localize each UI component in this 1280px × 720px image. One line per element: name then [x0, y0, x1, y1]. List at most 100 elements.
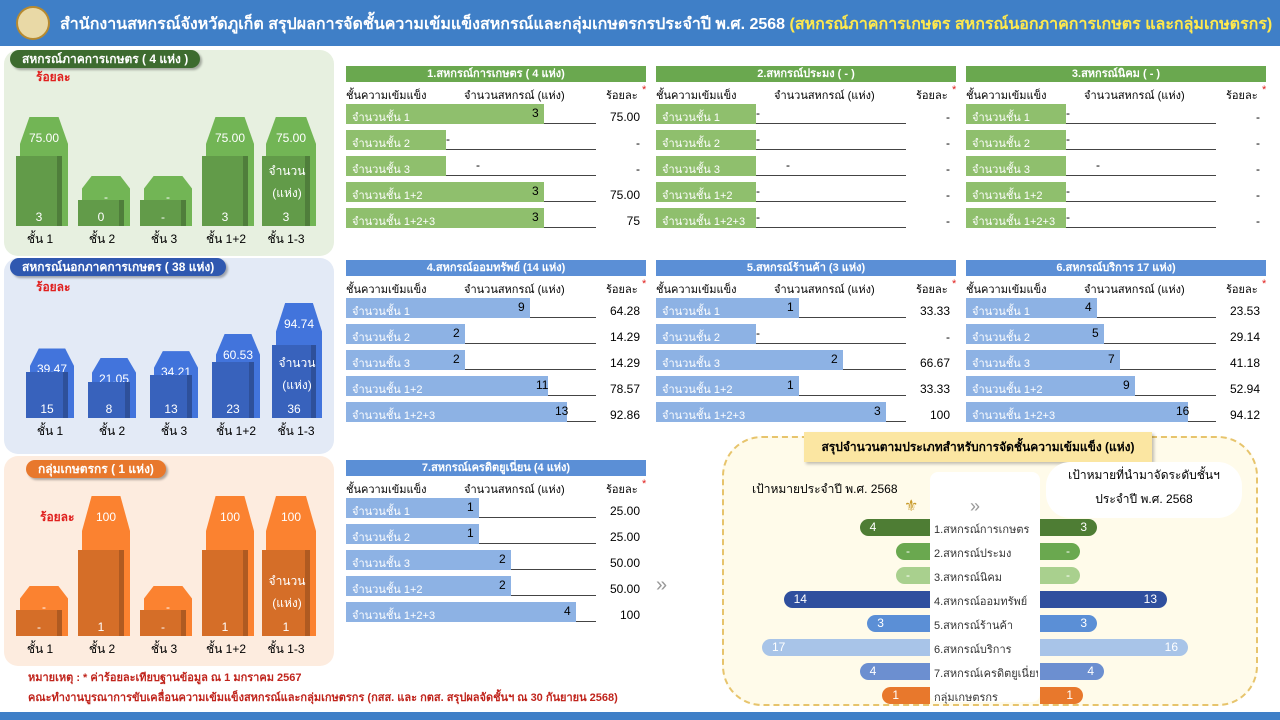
percent-axis-label: ร้อยละ — [40, 510, 75, 524]
count-value: 23 — [226, 402, 240, 416]
summary-left-value: 1 — [892, 688, 900, 702]
row-count: - — [756, 132, 760, 146]
percent-value: 75.00 — [214, 130, 246, 145]
x-axis-label: ชั้น 1-3 — [277, 424, 315, 438]
row-label: จำนวนชั้น 2 — [972, 138, 1030, 150]
percent-value: - — [166, 190, 170, 204]
count-value: 3 — [221, 210, 229, 224]
row-line — [1097, 317, 1216, 318]
count-value: 3 — [282, 210, 290, 224]
row-label: จำนวนชั้น 3 — [972, 164, 1030, 176]
summary-left-value: 14 — [793, 592, 807, 606]
row-line — [1066, 201, 1216, 202]
count-value: 36 — [287, 402, 301, 416]
table-title: 4.สหกรณ์ออมทรัพย์ (14 แห่ง) — [346, 260, 646, 276]
row-line — [1066, 175, 1216, 176]
count-value: 8 — [105, 402, 113, 416]
row-count: 2 — [499, 552, 506, 566]
x-axis-label: ชั้น 1+2 — [205, 232, 247, 246]
column-header-pct: ร้อยละ — [1226, 284, 1258, 296]
row-percent: - — [1256, 162, 1260, 176]
count-bar — [150, 375, 192, 418]
row-fill — [656, 298, 799, 318]
summary-right-bar: 13 — [1040, 591, 1167, 608]
summary-left-value: 17 — [772, 640, 786, 654]
row-label: จำนวนชั้น 1+2 — [352, 190, 423, 202]
row-label: จำนวนชั้น 1+2 — [352, 384, 423, 396]
x-axis-label: ชั้น 1 — [26, 232, 54, 246]
row-count: 1 — [787, 300, 794, 314]
row-count: - — [756, 106, 760, 120]
column-header-pct: ร้อยละ — [1226, 90, 1258, 102]
summary-left-bar: 3 — [867, 615, 930, 632]
column-header-pct: ร้อยละ — [916, 284, 948, 296]
row-label: จำนวนชั้น 2 — [352, 532, 410, 544]
row-line — [544, 227, 596, 228]
row-label: จำนวนชั้น 1 — [662, 306, 720, 318]
row-count: 3 — [532, 106, 539, 120]
row-percent: 14.29 — [609, 356, 640, 370]
count-note: จำนวน — [268, 574, 306, 588]
summary-left-value: - — [906, 568, 910, 582]
row-label: จำนวนชั้น 1+2 — [662, 190, 733, 202]
footnote-2: คณะทำงานบูรณาการขับเคลื่อนความเข้มแข็งสห… — [28, 692, 618, 704]
summary-right-value: 16 — [1164, 640, 1178, 654]
count-bar — [16, 610, 62, 636]
row-line — [544, 123, 596, 124]
asterisk: * — [1262, 84, 1267, 96]
row-count: - — [1066, 184, 1070, 198]
row-label: จำนวนชั้น 1+2+3 — [352, 216, 436, 228]
row-count: 2 — [453, 326, 460, 340]
row-label: จำนวนชั้น 3 — [352, 164, 410, 176]
footnote-1: หมายเหตุ : * ค่าร้อยละเทียบฐานข้อมูล ณ 1… — [28, 672, 302, 684]
count-bar — [272, 345, 316, 418]
row-percent: 14.29 — [609, 330, 640, 344]
row-fill — [656, 182, 756, 202]
summary-left-bar: 1 — [882, 687, 930, 704]
row-label: จำนวนชั้น 1 — [662, 112, 720, 124]
row-count: 11 — [536, 378, 549, 392]
summary-category: 5.สหกรณ์ร้านค้า — [934, 620, 1014, 632]
row-line — [756, 149, 906, 150]
row-count: - — [756, 184, 760, 198]
row-percent: - — [1256, 136, 1260, 150]
row-line — [465, 369, 596, 370]
summary-title: สรุปจำนวนตามประเภทสำหรับการจัดชั้นความเข… — [804, 432, 1152, 462]
row-line — [567, 421, 596, 422]
row-label: จำนวนชั้น 1+2+3 — [352, 610, 436, 622]
percent-value: 100 — [280, 510, 302, 524]
row-percent: - — [636, 136, 640, 150]
row-fill — [966, 156, 1066, 176]
summary-right-value: 1 — [1066, 688, 1073, 702]
row-fill — [346, 498, 479, 518]
percent-value: 75.00 — [28, 130, 60, 145]
x-axis-label: ชั้น 3 — [150, 232, 178, 246]
count-bar — [262, 156, 310, 226]
row-fill — [656, 376, 799, 396]
row-fill — [656, 104, 756, 124]
row-label: จำนวนชั้น 1 — [972, 306, 1030, 318]
row-count: 2 — [499, 578, 506, 592]
table-title: 7.สหกรณ์เครดิตยูเนี่ยน (4 แห่ง) — [346, 460, 646, 476]
row-line — [1104, 343, 1216, 344]
summary-right-bubble — [1046, 462, 1242, 518]
row-fill — [346, 156, 446, 176]
row-label: จำนวนชั้น 1+2+3 — [972, 410, 1056, 422]
row-fill — [656, 130, 756, 150]
summary-left-value: - — [906, 544, 910, 558]
row-percent: 52.94 — [1229, 382, 1260, 396]
row-fill — [966, 350, 1120, 370]
summary-category: 2.สหกรณ์ประมง — [934, 548, 1012, 560]
row-percent: - — [1256, 188, 1260, 202]
row-label: จำนวนชั้น 1 — [352, 112, 410, 124]
row-percent: 25.00 — [609, 530, 640, 544]
count-bar — [262, 549, 310, 636]
row-percent: 100 — [619, 608, 640, 622]
row-line — [886, 421, 906, 422]
row-label: จำนวนชั้น 2 — [352, 332, 410, 344]
row-count: - — [1096, 158, 1100, 172]
row-label: จำนวนชั้น 1+2+3 — [352, 410, 436, 422]
header-bar: สำนักงานสหกรณ์จังหวัดภูเก็ต สรุปผลการจัด… — [0, 0, 1280, 46]
x-axis-label: ชั้น 2 — [98, 424, 126, 438]
summary-right-bar: 1 — [1040, 687, 1083, 704]
